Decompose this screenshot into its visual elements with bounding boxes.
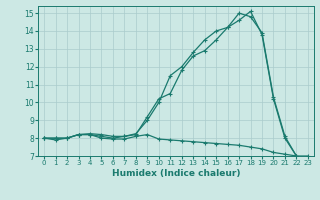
X-axis label: Humidex (Indice chaleur): Humidex (Indice chaleur) bbox=[112, 169, 240, 178]
